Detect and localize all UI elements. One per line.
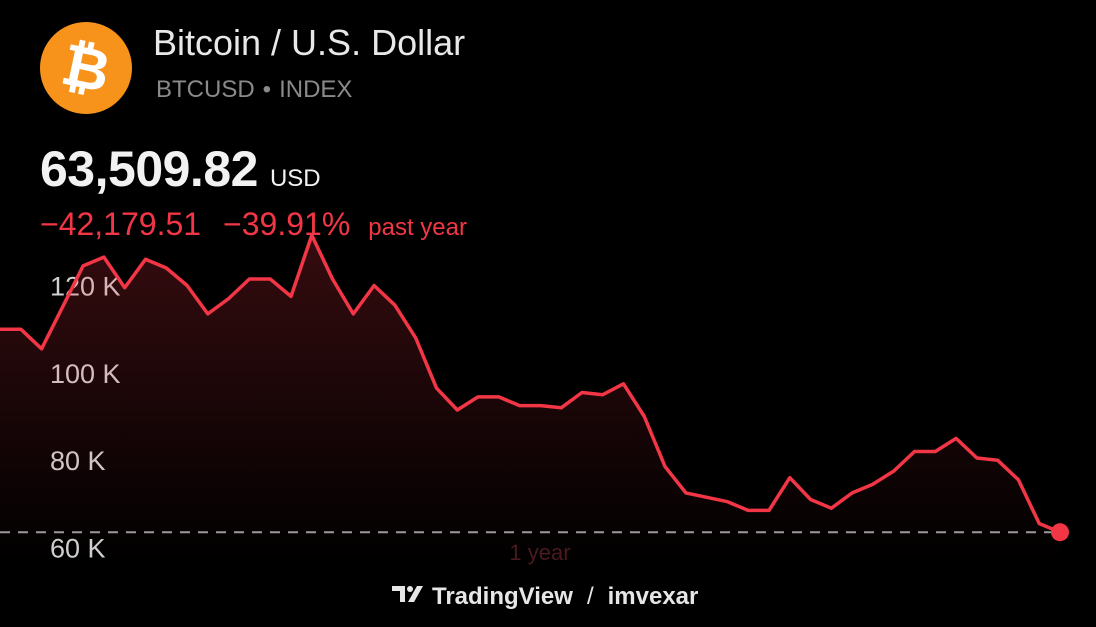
footer-attribution: TradingView / imvexar [392,583,698,611]
subtitle-separator: • [262,76,272,103]
tradingview-logo-icon [392,583,424,611]
change-period: past year [368,214,467,241]
price-area-fill [0,235,1060,566]
price-line [0,233,1062,534]
symbol-label: BTCUSD [156,76,255,103]
bitcoin-logo-icon: ₿ [40,22,132,114]
period-label: 1 year [509,540,571,565]
change-absolute: −42,179.51 [40,206,202,242]
instrument-subtitle: BTCUSD • INDEX [156,76,352,104]
footer-separator: / [586,583,594,610]
currency-label: USD [269,165,321,192]
price-row: 63,509.82 USD [40,140,321,198]
change-percent: −39.91% [223,206,351,242]
change-row: −42,179.51 −39.91% past year [40,206,467,243]
current-price: 63,509.82 [40,141,258,197]
last-price-point [1051,523,1069,542]
exchange-label: INDEX [279,76,353,103]
tradingview-brand: TradingView [432,583,573,610]
author-handle: imvexar [607,583,699,610]
instrument-title: Bitcoin / U.S. Dollar [153,22,466,63]
